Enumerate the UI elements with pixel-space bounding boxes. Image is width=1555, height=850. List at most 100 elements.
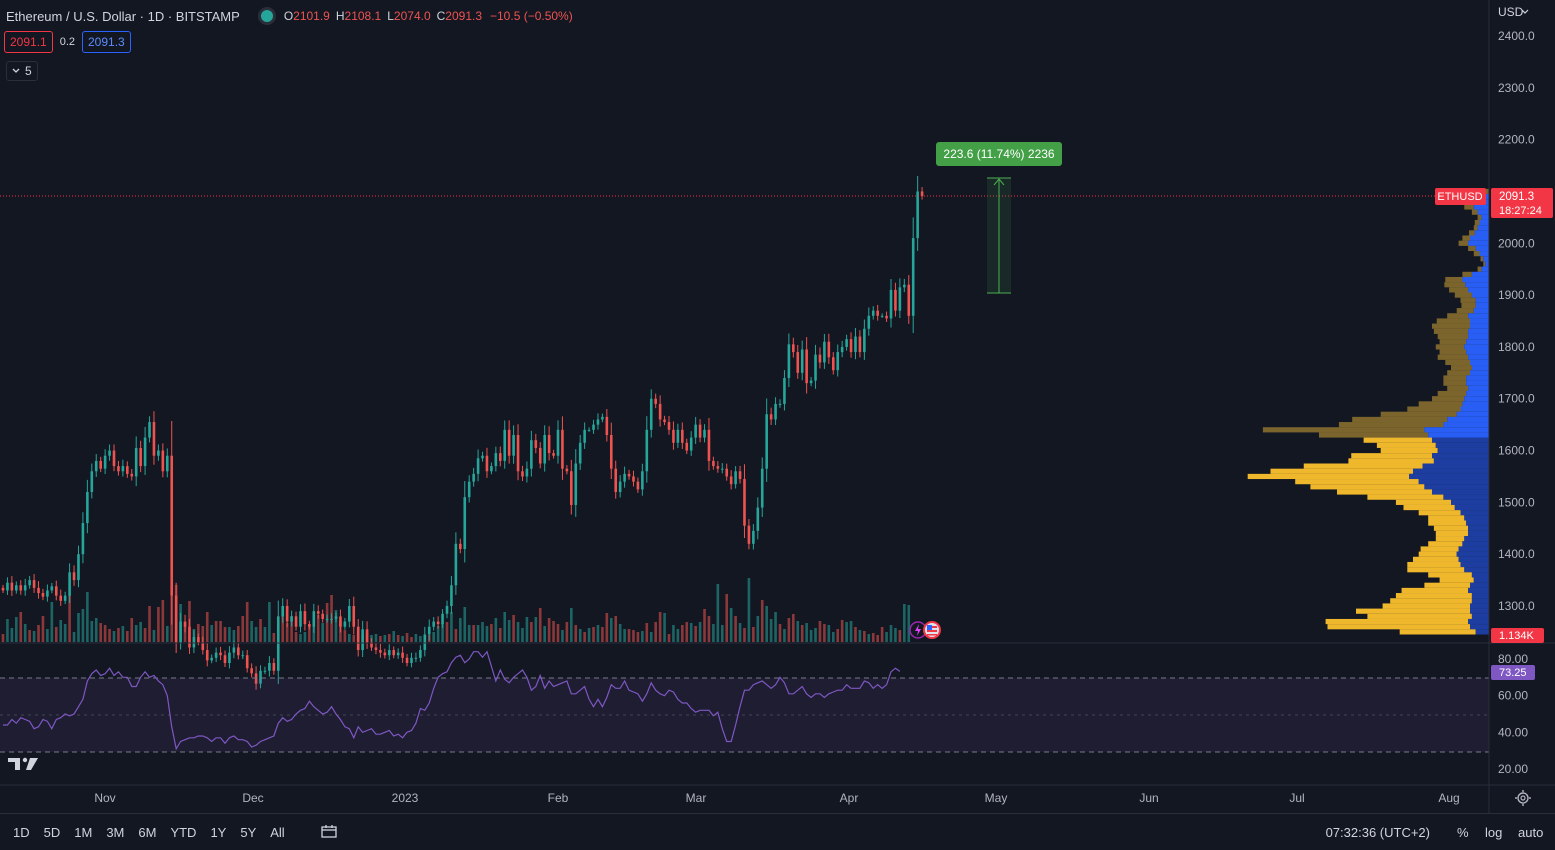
vp-bar-down xyxy=(1471,292,1489,298)
candle xyxy=(920,187,924,200)
candle-body xyxy=(658,403,662,420)
range-all-button[interactable]: All xyxy=(270,824,285,840)
range-3m-button[interactable]: 3M xyxy=(106,824,125,840)
vp-bar-up xyxy=(1473,251,1480,257)
vp-bar-up xyxy=(1477,214,1482,220)
log-scale-toggle[interactable]: log xyxy=(1485,824,1503,840)
volume-bar xyxy=(445,622,449,642)
candle-body xyxy=(6,582,9,591)
candle-body xyxy=(72,572,76,581)
candle-body xyxy=(876,310,879,316)
candle xyxy=(756,497,760,540)
candle xyxy=(117,460,120,476)
market-status-icon[interactable] xyxy=(257,7,276,25)
volume-bar xyxy=(290,616,293,642)
buy-price-button[interactable]: 2091.3 xyxy=(82,31,131,53)
auto-scale-toggle[interactable]: auto xyxy=(1518,824,1544,840)
range-ytd-button[interactable]: YTD xyxy=(170,824,197,840)
volume-bar xyxy=(1,634,5,642)
candle-body xyxy=(250,668,253,674)
volume-bar xyxy=(37,625,40,642)
volume-bar xyxy=(889,625,893,642)
vp-bar-down xyxy=(1447,416,1489,423)
candle xyxy=(498,446,502,467)
candle-body xyxy=(667,422,671,430)
candle xyxy=(54,580,58,601)
candle xyxy=(432,617,435,631)
candle xyxy=(436,616,440,629)
volume-bar xyxy=(885,632,888,642)
volume-bar xyxy=(201,626,205,642)
candle-body xyxy=(476,458,480,474)
volume-bar xyxy=(512,615,515,642)
clock-timezone[interactable]: 07:32:36 (UTC+2) xyxy=(1325,824,1430,840)
volume-bar xyxy=(263,627,267,642)
candle xyxy=(37,581,40,599)
vp-bar-up xyxy=(1338,422,1444,428)
candle-body xyxy=(880,315,884,317)
vp-bar-down xyxy=(1409,473,1489,480)
candle xyxy=(99,456,102,473)
range-1y-button[interactable]: 1Y xyxy=(210,824,227,840)
candle xyxy=(321,609,324,623)
currency-selector[interactable]: USD xyxy=(1498,5,1524,19)
candle xyxy=(538,442,542,469)
volume-bar xyxy=(210,625,213,642)
candle-body xyxy=(165,455,169,472)
price-axis: USD 2400.0 2300.0 2200.0 2000.0 1900.0 1800.0… xyxy=(1498,5,1535,613)
candle xyxy=(130,468,134,481)
candle xyxy=(627,469,631,480)
indicators-toggle-button[interactable]: 5 xyxy=(6,61,38,81)
volume-bar xyxy=(130,618,134,642)
candle xyxy=(743,464,746,538)
symbol-title[interactable]: Ethereum / U.S. Dollar · 1D · BITSTAMP xyxy=(6,8,240,24)
event-icons[interactable] xyxy=(909,621,941,639)
candle-body xyxy=(268,663,271,671)
volume-bar xyxy=(459,618,462,642)
range-5y-button[interactable]: 5Y xyxy=(240,824,257,840)
vp-bar-up xyxy=(1432,396,1465,402)
candle xyxy=(796,344,800,379)
candle xyxy=(889,278,893,328)
candle xyxy=(126,461,129,478)
range-5d-button[interactable]: 5D xyxy=(43,824,61,840)
volume-bar xyxy=(525,617,529,642)
symbol-badge: ETHUSD xyxy=(1437,191,1482,203)
vp-bar-up xyxy=(1325,618,1469,625)
range-6m-button[interactable]: 6M xyxy=(138,824,157,840)
volume-bar xyxy=(778,624,782,642)
countdown-timer: 18:27:24 xyxy=(1499,205,1542,217)
candle-body xyxy=(15,585,18,591)
volume-bar xyxy=(134,625,138,642)
vp-bar-down xyxy=(1458,556,1489,562)
candle-body xyxy=(707,429,711,461)
candle xyxy=(565,465,569,475)
volume-bar xyxy=(618,624,622,642)
sell-price-button[interactable]: 2091.1 xyxy=(4,31,53,53)
percent-scale-toggle[interactable]: % xyxy=(1457,824,1469,840)
volume-bar xyxy=(689,623,693,642)
volume-bar xyxy=(685,622,689,642)
symbol-badge-bg xyxy=(1435,188,1486,205)
volume-bar xyxy=(894,628,897,642)
calendar-icon[interactable] xyxy=(320,823,338,842)
vp-bar-up xyxy=(1428,572,1472,578)
range-1m-button[interactable]: 1M xyxy=(74,824,93,840)
volume-bar xyxy=(321,623,324,642)
vp-bar-up xyxy=(1443,375,1467,381)
price-chart[interactable]: 223.6 (11.74%) 2236 xyxy=(0,0,1555,813)
price-range-measure[interactable]: 223.6 (11.74%) 2236 xyxy=(936,142,1062,294)
candle xyxy=(636,477,640,493)
candle xyxy=(561,416,564,480)
range-1d-button[interactable]: 1D xyxy=(13,824,30,840)
volume-bar xyxy=(836,629,840,642)
vp-bar-down xyxy=(1464,567,1489,573)
ohlc-low: L2074.0 xyxy=(387,9,431,23)
candle xyxy=(632,470,635,487)
time-tick-label: Apr xyxy=(840,791,859,805)
tradingview-logo[interactable] xyxy=(8,757,38,770)
vp-bar-down xyxy=(1460,510,1489,516)
vp-bar-down xyxy=(1422,463,1489,469)
gear-icon[interactable] xyxy=(1515,790,1531,806)
vp-bar-down xyxy=(1475,302,1489,309)
